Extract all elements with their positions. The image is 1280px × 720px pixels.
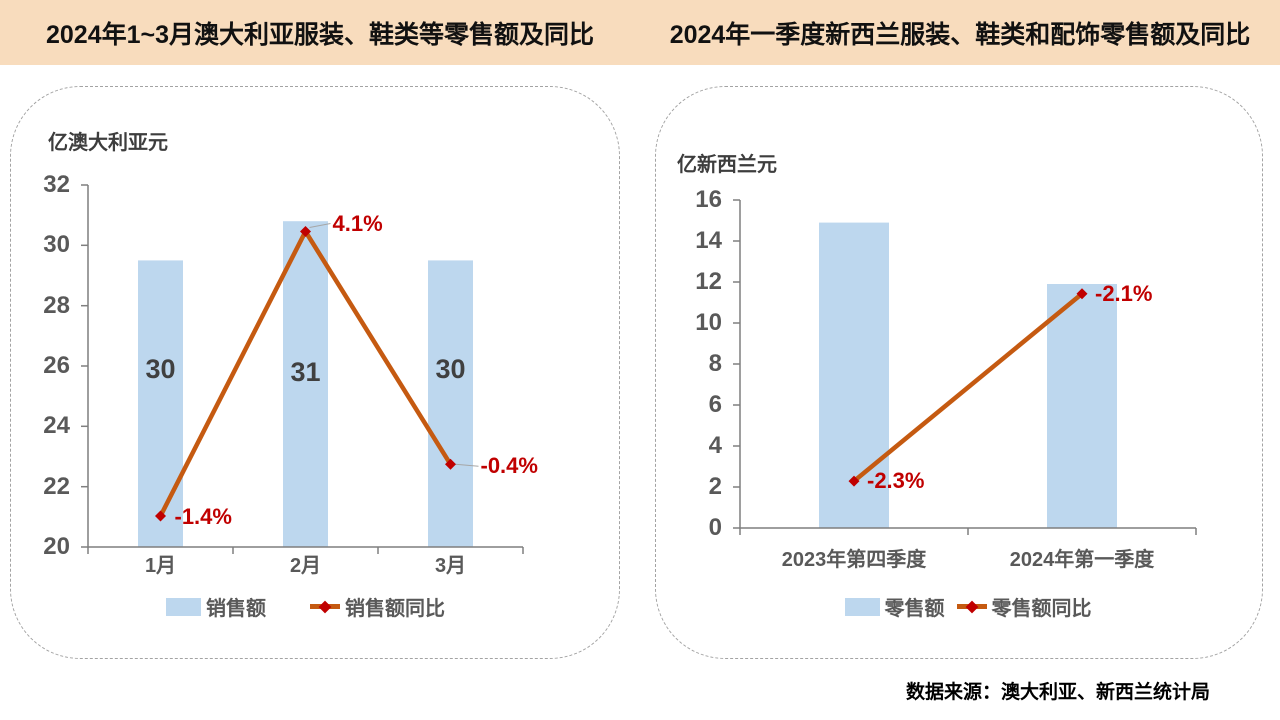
title-band: 2024年1~3月澳大利亚服装、鞋类等零售额及同比 2024年一季度新西兰服装、…: [0, 0, 1280, 65]
legend-item-sales-yoy: 销售额同比: [310, 592, 445, 621]
legend-newzealand: 零售额 零售额同比: [740, 593, 1196, 620]
legend-item-sales: 销售额: [166, 592, 266, 621]
diamond-marker-icon: [318, 600, 332, 613]
line-series-swatch-icon: [310, 600, 340, 613]
chart-title-australia: 2024年1~3月澳大利亚服装、鞋类等零售额及同比: [45, 20, 595, 49]
data-source-note: 数据来源：澳大利亚、新西兰统计局: [905, 682, 1210, 703]
legend-item-retail: 零售额: [844, 592, 945, 621]
bar-series-swatch-icon: [166, 597, 201, 616]
legend-label-retail: 零售额: [884, 598, 945, 620]
australia-chart-panel: [10, 86, 620, 659]
line-series-swatch-icon: [956, 600, 987, 613]
legend-australia: 销售额 销售额同比: [88, 593, 523, 620]
y-axis-unit-label-newzealand: 亿新西兰元: [677, 154, 777, 176]
y-axis-unit-label-australia: 亿澳大利亚元: [48, 132, 168, 154]
diamond-marker-icon: [965, 600, 978, 613]
bar-series-swatch-icon: [844, 597, 880, 616]
legend-label-retail-yoy: 零售额同比: [991, 598, 1092, 620]
chart-title-newzealand: 2024年一季度新西兰服装、鞋类和配饰零售额及同比: [669, 20, 1251, 49]
legend-item-retail-yoy: 零售额同比: [956, 592, 1092, 621]
legend-label-sales: 销售额: [206, 598, 266, 620]
legend-label-sales-yoy: 销售额同比: [345, 598, 445, 620]
newzealand-chart-panel: [655, 86, 1263, 659]
